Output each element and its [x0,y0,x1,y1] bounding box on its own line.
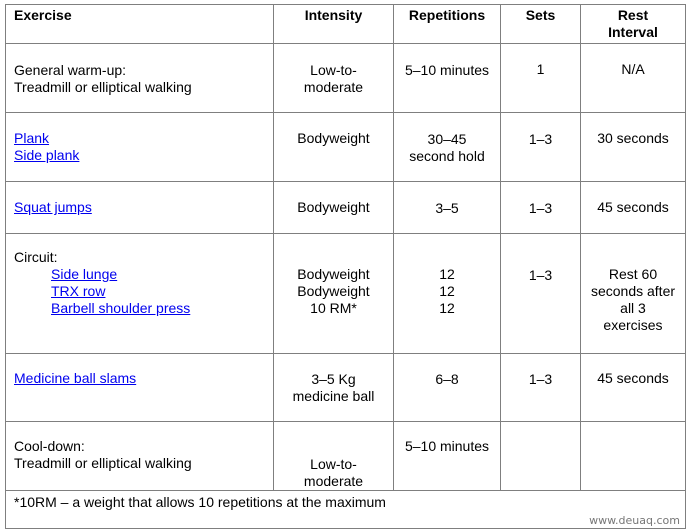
medicine-rest: 45 seconds [580,353,686,422]
circuit-rest: Rest 60 seconds after all 3 exercises [580,233,686,354]
warmup-sets: 1 [500,43,581,113]
plank-rep-line1: 30–45 [427,131,467,147]
header-rest-line1: Rest [617,7,649,23]
squat-exercise: Squat jumps [5,181,274,234]
medicine-sets: 1–3 [500,353,581,422]
trx-row-link[interactable]: TRX row [51,283,106,299]
plank-repetitions: 30–45 second hold [393,112,501,182]
medicine-ball-slams-link[interactable]: Medicine ball slams [14,370,137,386]
circuit-rest-line2: seconds after [590,283,676,299]
header-row: Exercise Intensity Repetitions Sets Rest… [5,4,686,44]
side-plank-link[interactable]: Side plank [14,147,80,163]
row-cooldown: Cool-down: Treadmill or elliptical walki… [5,421,686,491]
circuit-rep-2: 12 [439,283,455,299]
header-rest-interval: Rest Interval [580,4,686,44]
squat-jumps-link[interactable]: Squat jumps [14,199,92,215]
header-rest-line2: Interval [608,24,658,40]
circuit-intensity-3: 10 RM* [310,300,357,316]
circuit-intensity-1: Bodyweight [297,266,370,282]
plank-intensity: Bodyweight [273,112,394,182]
footnote: *10RM – a weight that allows 10 repetiti… [5,490,686,529]
squat-sets: 1–3 [500,181,581,234]
circuit-exercise: Circuit: Side lunge TRX row Barbell shou… [5,233,274,354]
medicine-intensity-line1: 3–5 Kg [311,371,356,387]
medicine-exercise: Medicine ball slams [5,353,274,422]
medicine-intensity: 3–5 Kg medicine ball [273,353,394,422]
row-circuit: Circuit: Side lunge TRX row Barbell shou… [5,233,686,354]
cooldown-repetitions: 5–10 minutes [393,421,501,491]
row-plank: Plank Side plank Bodyweight 30–45 second… [5,112,686,182]
plank-sets: 1–3 [500,112,581,182]
cooldown-rest [580,421,686,491]
plank-exercise: Plank Side plank [5,112,274,182]
cooldown-exercise: Cool-down: Treadmill or elliptical walki… [5,421,274,491]
row-medicine-ball: Medicine ball slams 3–5 Kg medicine ball… [5,353,686,422]
circuit-repetitions: 12 12 12 [393,233,501,354]
medicine-intensity-line2: medicine ball [292,388,375,404]
cooldown-sets [500,421,581,491]
header-sets: Sets [500,4,581,44]
circuit-intensity-2: Bodyweight [297,283,370,299]
warmup-intensity-line2: moderate [303,79,364,95]
warmup-exercise: General warm-up: Treadmill or elliptical… [5,43,274,113]
side-lunge-link[interactable]: Side lunge [51,266,118,282]
footnote-row: *10RM – a weight that allows 10 repetiti… [5,490,686,529]
squat-rest: 45 seconds [580,181,686,234]
plank-rest: 30 seconds [580,112,686,182]
row-warmup: General warm-up: Treadmill or elliptical… [5,43,686,113]
squat-intensity: Bodyweight [273,181,394,234]
squat-repetitions: 3–5 [393,181,501,234]
watermark: www.deuaq.com [589,514,680,527]
circuit-rep-1: 12 [439,266,455,282]
warmup-label: General warm-up: [14,62,127,78]
header-repetitions: Repetitions [393,4,501,44]
cooldown-description: Treadmill or elliptical walking [14,455,192,471]
circuit-intensity: Bodyweight Bodyweight 10 RM* [273,233,394,354]
warmup-rest: N/A [580,43,686,113]
circuit-rep-3: 12 [439,300,455,316]
circuit-rest-line1: Rest 60 [608,266,658,282]
plank-link[interactable]: Plank [14,130,50,146]
row-squat: Squat jumps Bodyweight 3–5 1–3 45 second… [5,181,686,234]
circuit-sets: 1–3 [500,233,581,354]
warmup-repetitions: 5–10 minutes [393,43,501,113]
warmup-description: Treadmill or elliptical walking [14,79,192,95]
cooldown-intensity-line2: moderate [303,473,364,489]
warmup-intensity-line1: Low-to- [310,62,357,78]
plank-rep-line2: second hold [409,148,485,164]
circuit-label: Circuit: [14,249,58,265]
cooldown-intensity-line1: Low-to- [310,456,357,472]
warmup-intensity: Low-to- moderate [273,43,394,113]
barbell-shoulder-press-link[interactable]: Barbell shoulder press [51,300,191,316]
medicine-repetitions: 6–8 [393,353,501,422]
cooldown-intensity: Low-to- moderate [273,421,394,491]
header-intensity: Intensity [273,4,394,44]
header-exercise: Exercise [5,4,274,44]
circuit-rest-line4: exercises [603,317,663,333]
cooldown-label: Cool-down: [14,438,85,454]
circuit-rest-line3: all 3 [620,300,646,316]
exercise-table: Exercise Intensity Repetitions Sets Rest… [5,4,686,529]
